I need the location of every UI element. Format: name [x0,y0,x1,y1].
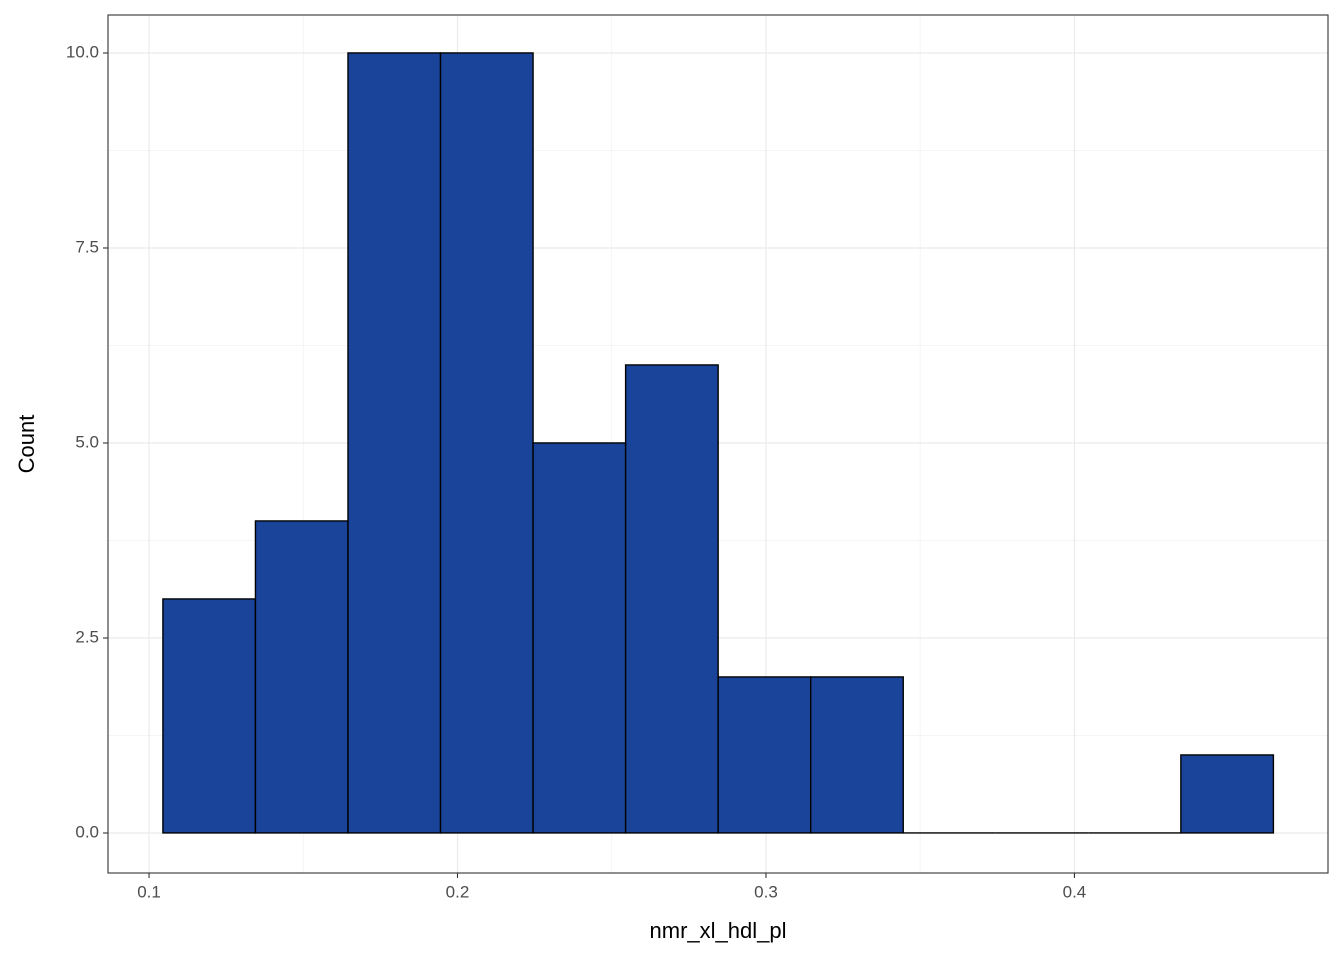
x-tick-label: 0.3 [754,882,778,901]
bar [254,520,349,834]
axes: 0.0 2.5 5.0 7.5 10.0 0.1 0.2 0.3 0.4 [66,42,1086,901]
bar [439,52,534,834]
y-tick-label: 7.5 [75,237,99,256]
y-tick-label: 0.0 [75,822,99,841]
x-tick-label: 0.2 [446,882,470,901]
bar [809,676,904,834]
bar [532,442,627,834]
bar [717,676,812,834]
x-tick-label: 0.4 [1063,882,1087,901]
y-tick-label: 5.0 [75,432,99,451]
y-axis-title: Count [14,415,39,474]
panel-border [107,14,1329,874]
y-tick-label: 10.0 [66,42,99,61]
x-axis-title: nmr_xl_hdl_pl [650,918,787,943]
y-tick-label: 2.5 [75,627,99,646]
x-tick-label: 0.1 [137,882,161,901]
bar [624,364,719,834]
bars [162,52,1275,834]
bar [162,598,257,834]
bar [347,52,442,834]
bar [1180,754,1275,834]
